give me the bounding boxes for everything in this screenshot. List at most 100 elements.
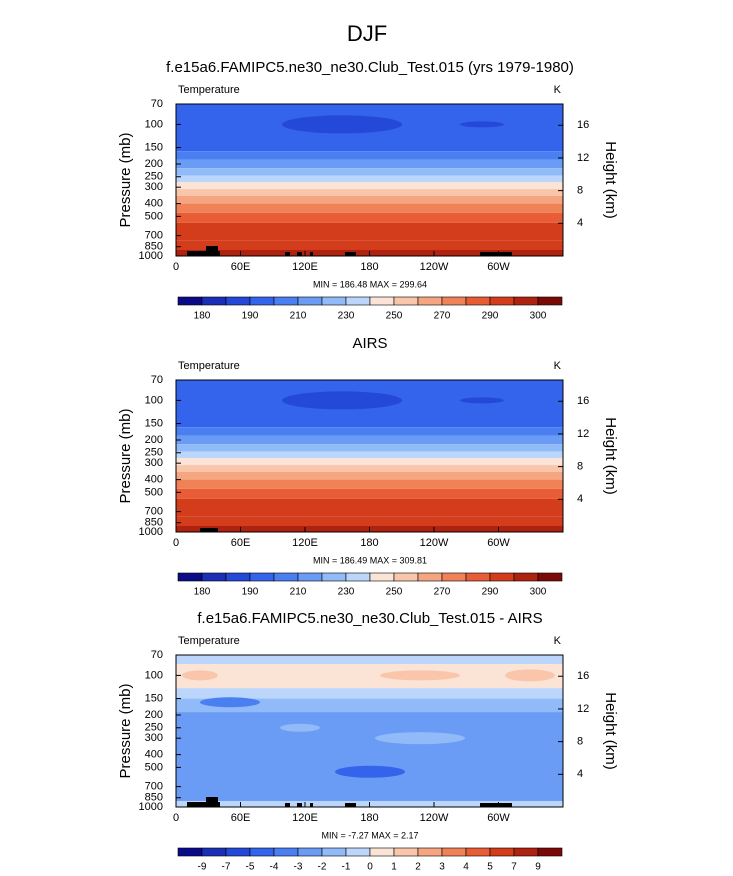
contour-blob <box>200 697 260 708</box>
topography <box>480 252 512 256</box>
colorbar-box <box>417 296 443 306</box>
colorbar-box <box>513 572 539 582</box>
colorbar-box <box>465 572 491 582</box>
contour-blob <box>282 115 402 134</box>
y2-tick-label: 8 <box>577 185 583 197</box>
colorbar-box <box>369 572 395 582</box>
colorbar-box <box>441 847 467 857</box>
colorbar-label: 180 <box>194 587 211 598</box>
colorbar-box <box>273 847 299 857</box>
contour-band <box>176 203 563 213</box>
contour-band <box>176 655 563 665</box>
y2-tick-label: 16 <box>577 395 589 407</box>
contour-band <box>176 189 563 196</box>
topography <box>285 803 290 807</box>
y-tick-label: 300 <box>145 181 163 193</box>
colorbar-label: 210 <box>290 311 307 322</box>
topography <box>285 252 290 256</box>
left-label: Temperature <box>178 635 240 647</box>
contour-band <box>176 222 563 241</box>
colorbar-label: 4 <box>463 862 469 871</box>
topography <box>297 803 302 807</box>
x-tick-label: 60W <box>487 812 510 824</box>
colorbar-box <box>345 296 371 306</box>
colorbar-label: 190 <box>242 311 259 322</box>
y-tick-label: 70 <box>151 98 163 110</box>
y-tick-label: 500 <box>145 210 163 222</box>
y-tick-label: 700 <box>145 506 163 518</box>
y-tick-label: 70 <box>151 649 163 661</box>
y2-tick-label: 12 <box>577 152 589 164</box>
contour-band <box>176 195 563 204</box>
contour-band <box>176 688 563 699</box>
left-label: Temperature <box>178 84 240 96</box>
colorbar-box <box>489 572 515 582</box>
colorbar-box <box>513 847 539 857</box>
y-tick-label: 200 <box>145 158 163 170</box>
colorbar-box <box>465 296 491 306</box>
topography <box>187 802 220 807</box>
colorbar-label: 270 <box>434 311 451 322</box>
topography <box>480 803 512 807</box>
colorbar-label: 300 <box>530 311 547 322</box>
contour-band <box>176 435 563 445</box>
x-tick-label: 180 <box>360 812 378 824</box>
colorbar-label: 5 <box>487 862 493 871</box>
colorbar-label: 300 <box>530 587 547 598</box>
y-tick-label: 300 <box>145 457 163 469</box>
colorbar-box <box>297 847 323 857</box>
x-tick-label: 120E <box>292 537 318 549</box>
contour-blob <box>380 670 460 681</box>
y-tick-label: 300 <box>145 732 163 744</box>
y-tick-label: 400 <box>145 749 163 761</box>
contour-band <box>176 479 563 489</box>
x-tick-label: 60W <box>487 537 510 549</box>
colorbar-box <box>273 296 299 306</box>
x-tick-label: 120W <box>420 537 449 549</box>
colorbar-label: 2 <box>415 862 421 871</box>
contour-band <box>176 151 563 160</box>
topography <box>310 803 313 807</box>
colorbar-box <box>177 847 203 857</box>
colorbar-box <box>417 847 443 857</box>
colorbar-box <box>321 847 347 857</box>
x-tick-label: 60E <box>231 261 251 273</box>
y-tick-label: 1000 <box>139 801 163 813</box>
colorbar-label: 0 <box>367 862 373 871</box>
colorbar-label: 7 <box>511 862 517 871</box>
y-tick-label: 700 <box>145 781 163 793</box>
colorbar-label: 190 <box>242 587 259 598</box>
y-tick-label: 400 <box>145 474 163 486</box>
topography <box>297 252 302 256</box>
contour-blob <box>460 397 504 404</box>
y-tick-label: 250 <box>145 447 163 459</box>
y-tick-label: 150 <box>145 417 163 429</box>
panel-title: AIRS <box>352 335 387 352</box>
min-max-caption: MIN = -7.27 MAX = 2.17 <box>321 830 418 840</box>
colorbar-box <box>249 296 275 306</box>
y-tick-label: 850 <box>145 241 163 253</box>
y2-axis-label: Height (km) <box>602 141 619 219</box>
y-tick-label: 200 <box>145 434 163 446</box>
y2-tick-label: 4 <box>577 493 583 505</box>
colorbar-box <box>297 296 323 306</box>
right-label: K <box>554 360 562 372</box>
colorbar-box <box>177 296 203 306</box>
contour-blob <box>375 732 465 745</box>
contour-band <box>176 168 563 176</box>
y-tick-label: 500 <box>145 486 163 498</box>
contour-band <box>176 465 563 472</box>
colorbar-box <box>225 572 251 582</box>
contour-band <box>176 712 563 807</box>
topography <box>345 803 356 807</box>
x-tick-label: 0 <box>173 537 179 549</box>
colorbar-label: -1 <box>342 862 351 871</box>
topography <box>200 528 218 532</box>
colorbar-box <box>345 572 371 582</box>
contour-band <box>176 488 563 499</box>
y2-tick-label: 12 <box>577 703 589 715</box>
y2-axis-label: Height (km) <box>602 692 619 770</box>
y2-tick-label: 8 <box>577 461 583 473</box>
colorbar-box <box>441 296 467 306</box>
contour-field <box>176 104 563 256</box>
